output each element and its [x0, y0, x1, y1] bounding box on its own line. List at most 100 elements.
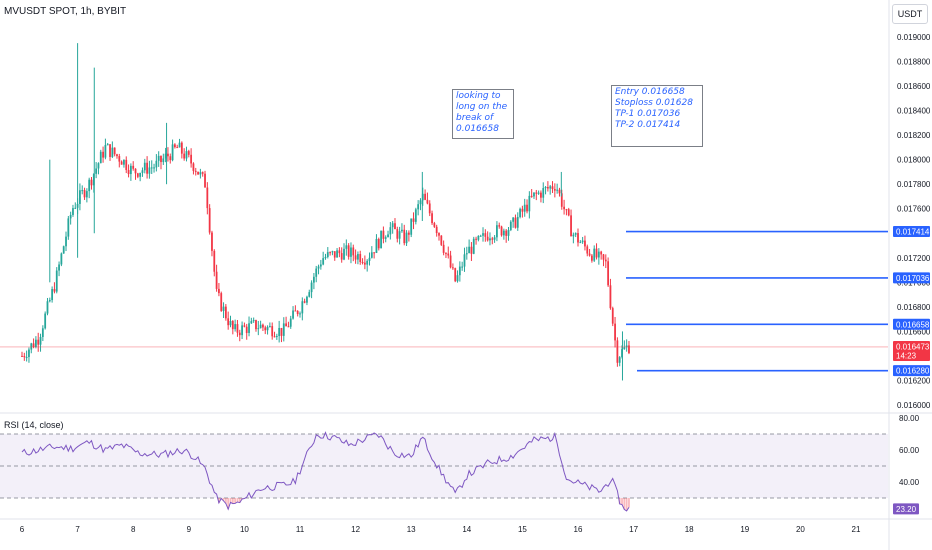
candle-body [176, 147, 179, 149]
candle-body [41, 328, 44, 337]
candle-body [231, 320, 234, 330]
candle-body [155, 160, 158, 168]
candle-body [220, 293, 223, 311]
candle-body [141, 170, 144, 173]
candle-body [482, 233, 484, 236]
candle-body [528, 195, 531, 212]
candle-body [391, 223, 394, 228]
candle-body [248, 323, 250, 333]
price-tick-label: 0.017800 [897, 180, 931, 189]
candle-body [567, 209, 570, 216]
candle-body [331, 251, 334, 253]
candle-body [563, 206, 565, 210]
candle-body [224, 306, 227, 319]
rsi-tick-label: 60.00 [899, 446, 920, 455]
candle-body [454, 268, 457, 282]
candle-body [449, 255, 452, 268]
candle-body [618, 357, 621, 363]
candle-body [491, 238, 494, 240]
candle-body [526, 204, 528, 212]
currency-button[interactable]: USDT [892, 4, 928, 24]
candle-body [146, 162, 148, 174]
candle-body [301, 301, 304, 314]
time-tick-label: 9 [187, 525, 192, 534]
rsi-title: RSI (14, close) [4, 420, 64, 430]
price-pane [0, 43, 888, 381]
candle-body [440, 235, 443, 245]
candle-body [257, 328, 260, 330]
candle-body [51, 289, 54, 301]
candle-body [268, 326, 271, 328]
candle-body [97, 163, 100, 169]
candle-body [190, 154, 193, 164]
candle-body [577, 233, 579, 243]
candle-body [588, 253, 591, 256]
candle-body [593, 248, 596, 261]
candle-body [387, 234, 389, 238]
candle-body [382, 230, 385, 239]
candle-body [442, 244, 445, 253]
chart-title: MVUSDT SPOT, 1h, BYBIT [4, 6, 127, 17]
candle-body [519, 208, 521, 218]
candle-body [204, 173, 206, 188]
candle-body [259, 324, 262, 329]
candle-body [79, 190, 81, 204]
time-tick-label: 12 [351, 525, 360, 534]
price-badge-label: 0.016473 [896, 342, 930, 351]
candle-body [299, 313, 301, 315]
candle-body [329, 252, 332, 254]
candle-body [558, 189, 561, 194]
price-tick-label: 0.019000 [897, 33, 931, 42]
candle-body [129, 165, 132, 175]
price-badge-time: 14:23 [896, 351, 917, 360]
candle-body [556, 189, 559, 191]
candle-body [428, 203, 431, 214]
candle-body [116, 154, 118, 157]
candle-body [109, 144, 111, 157]
note-line: 0.016658 [456, 124, 499, 134]
candle-body [470, 246, 473, 254]
candle-body [338, 250, 341, 254]
candle-body [104, 145, 107, 158]
candle-body [227, 318, 230, 326]
candle-body [292, 310, 294, 319]
candle-body [560, 193, 563, 207]
candle-body [32, 343, 35, 348]
candle-body [426, 199, 429, 204]
candle-body [493, 237, 496, 240]
candle-body [479, 235, 482, 237]
candle-body [507, 230, 510, 236]
candle-body [199, 172, 202, 175]
candle-body [120, 161, 123, 165]
candle-body [197, 171, 199, 175]
candle-body [352, 247, 355, 256]
candle-body [604, 259, 607, 262]
candle-body [537, 192, 540, 194]
candle-body [148, 167, 151, 174]
candle-body [275, 336, 278, 338]
candle-body [373, 252, 376, 254]
candle-body [143, 162, 146, 171]
candle-body [496, 225, 498, 238]
candle-body [424, 193, 426, 200]
price-badge [893, 365, 930, 377]
candle-body [287, 326, 290, 328]
annotation-note-levels[interactable]: Entry 0.016658 Stoploss 0.01628 TP-1 0.017… [611, 85, 703, 147]
candle-body [171, 144, 174, 161]
candle-body [266, 326, 269, 331]
candle-body [623, 347, 626, 350]
candle-body [572, 234, 575, 237]
candle-body [81, 190, 84, 192]
candle-body [445, 252, 447, 254]
rsi-line [21, 431, 630, 512]
candle-body [628, 345, 630, 354]
candle-body [586, 246, 589, 254]
candle-body [201, 172, 204, 174]
candle-body [88, 179, 91, 192]
candle-body [340, 253, 343, 260]
candle-body [417, 204, 420, 210]
candle-body [218, 288, 220, 294]
price-tick-label: 0.018200 [897, 131, 931, 140]
annotation-note-break[interactable]: looking to long on the break of 0.016658 [452, 89, 514, 139]
